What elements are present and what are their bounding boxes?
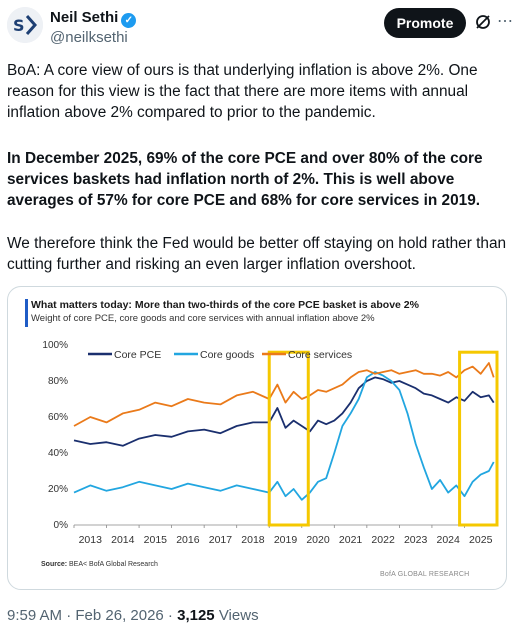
tweet-paragraph-2: In December 2025, 69% of the core PCE an… [7, 150, 483, 209]
author-name-text: Neil Sethi [50, 9, 119, 26]
promote-button[interactable]: Promote [384, 8, 466, 38]
tweet-footer: 9:59 AM · Feb 26, 2026 · 3,125 Views [7, 607, 259, 624]
verified-badge-icon: ✓ [121, 13, 137, 28]
tweet-paragraph-1: BoA: A core view of ours is that underly… [7, 62, 478, 121]
chart-subtitle: Weight of core PCE, core goods and core … [31, 313, 375, 324]
tweet-paragraph-3: We therefore think the Fed would be bett… [7, 235, 507, 273]
source-label: Source: [41, 561, 68, 568]
chart-source: Source: BEA< BofA Global Research [41, 561, 158, 568]
avatar-logo-icon: S [7, 7, 43, 43]
svg-text:S: S [13, 16, 25, 35]
grok-icon[interactable] [474, 13, 492, 31]
views-count: 3,125 [177, 607, 215, 624]
author-handle[interactable]: @neilksethi [50, 29, 128, 46]
author-name[interactable]: Neil Sethi ✓ [50, 9, 137, 28]
chart-title: What matters today: More than two-thirds… [31, 299, 419, 311]
views-label: Views [214, 607, 259, 624]
more-icon[interactable]: ⋯ [497, 13, 513, 30]
chart-brand: BofA GLOBAL RESEARCH [380, 571, 470, 578]
source-text: BEA< BofA Global Research [69, 561, 158, 568]
chart-image-card[interactable] [7, 286, 507, 590]
chart-title-accent [25, 299, 28, 327]
tweet-header: S Neil Sethi ✓ @neilksethi Promote ⋯ [0, 0, 515, 56]
avatar[interactable]: S [7, 7, 43, 43]
timestamp[interactable]: 9:59 AM · Feb 26, 2026 · [7, 607, 178, 624]
